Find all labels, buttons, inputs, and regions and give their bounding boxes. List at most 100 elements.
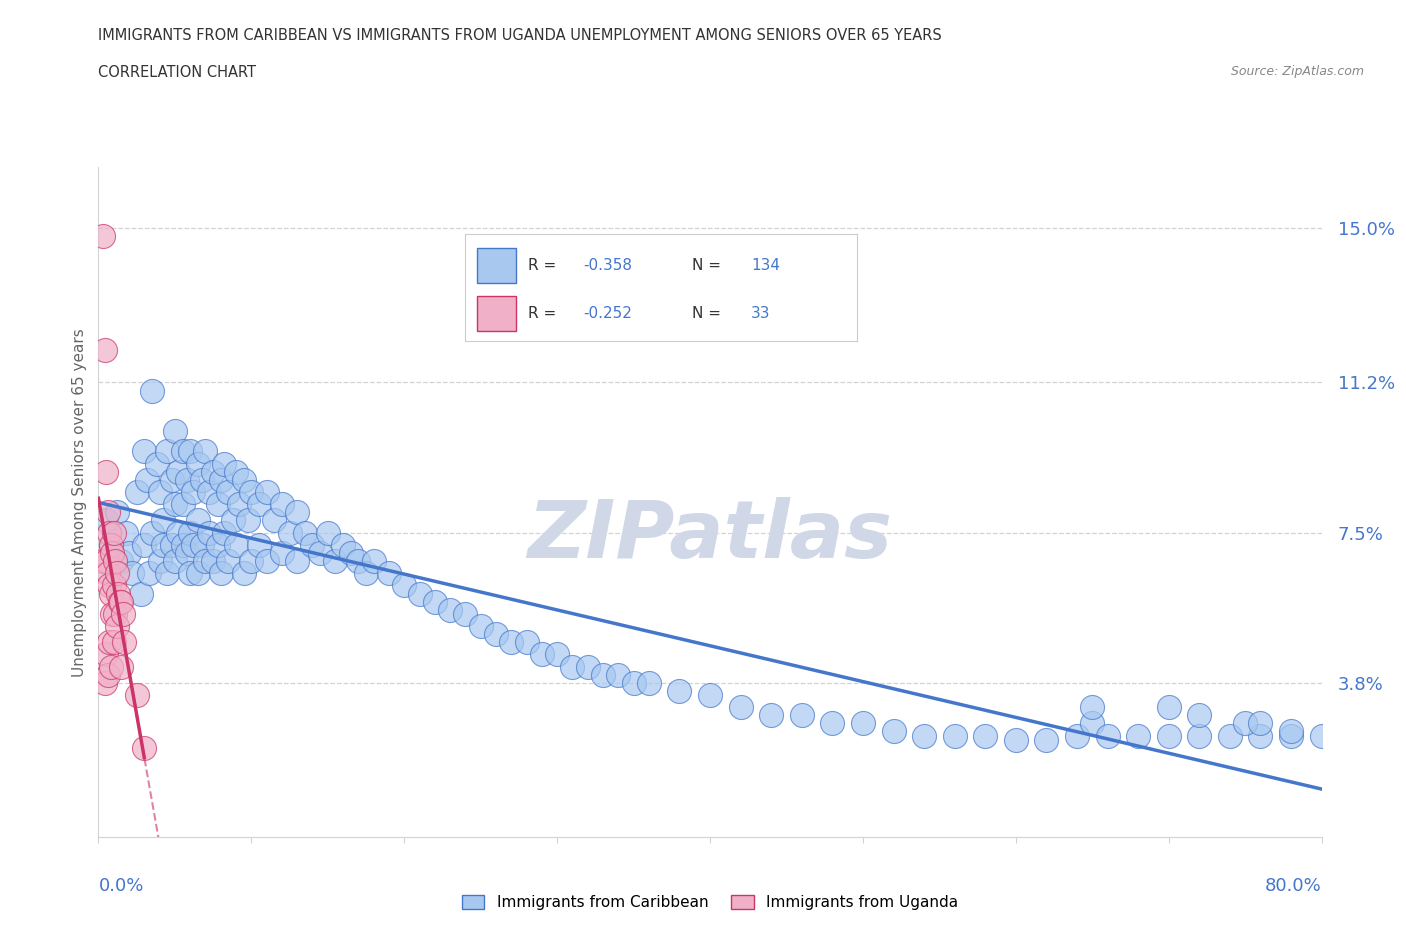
Point [149,485,172,499]
Point [530,647,553,662]
Point [160,538,183,552]
Point [141,383,163,398]
Point [1279,724,1302,739]
Point [699,687,721,702]
Point [125,485,148,499]
Point [103,578,125,592]
Point [285,505,308,520]
Point [94,464,117,479]
Point [172,444,194,458]
Point [270,546,292,561]
Point [232,472,254,487]
Point [91,553,114,568]
Point [181,485,204,499]
Point [97,505,120,520]
Point [821,716,844,731]
Point [191,472,214,487]
Point [110,659,132,674]
Point [105,505,128,520]
Point [179,444,201,458]
Point [1004,732,1026,747]
Point [149,553,172,568]
Point [309,546,332,561]
Point [668,684,690,698]
Point [408,586,430,601]
Point [179,525,201,540]
Point [607,667,630,682]
Text: 80.0%: 80.0% [1265,877,1322,896]
Point [202,464,225,479]
Point [1249,728,1271,743]
Point [240,553,263,568]
Point [93,342,115,357]
Point [163,497,186,512]
Point [112,635,135,650]
Point [943,728,966,743]
Point [209,472,232,487]
Point [1249,716,1271,731]
Point [1310,728,1333,743]
Point [561,659,583,674]
Point [247,538,270,552]
Point [194,553,217,568]
Point [623,675,645,690]
Point [94,513,117,528]
Point [263,513,285,528]
Point [759,708,782,723]
Point [141,525,163,540]
Point [108,594,131,609]
Point [212,457,235,472]
Point [103,635,125,650]
Point [181,538,204,552]
Point [1081,699,1104,714]
Point [516,635,538,650]
Point [167,464,190,479]
Point [179,565,201,580]
Point [209,565,232,580]
Point [100,586,122,601]
Point [347,553,370,568]
Point [103,525,125,540]
Point [392,578,416,592]
Point [1279,728,1302,743]
Point [363,553,385,568]
Point [100,538,122,552]
Point [163,553,186,568]
Text: Source: ZipAtlas.com: Source: ZipAtlas.com [1230,65,1364,78]
Point [138,565,160,580]
Point [191,538,214,552]
Text: 0.0%: 0.0% [98,877,143,896]
Point [104,606,127,621]
Point [91,229,114,244]
Point [111,606,134,621]
Point [136,472,159,487]
Point [423,594,446,609]
Point [240,485,263,499]
Point [974,728,997,743]
Point [339,546,361,561]
Point [1234,716,1257,731]
Point [145,457,167,472]
Point [1066,728,1088,743]
Y-axis label: Unemployment Among Seniors over 65 years: Unemployment Among Seniors over 65 years [72,328,87,677]
Point [160,472,183,487]
Point [332,538,354,552]
Point [316,525,339,540]
Point [852,716,875,731]
Point [187,513,209,528]
Point [256,553,278,568]
Point [1157,699,1180,714]
Point [110,553,132,568]
Point [172,497,194,512]
Point [121,565,143,580]
Point [97,565,120,580]
Point [1157,728,1180,743]
Point [378,565,401,580]
Point [197,485,219,499]
Point [270,497,292,512]
Point [105,565,128,580]
Point [354,565,377,580]
Point [454,606,477,621]
Point [134,538,156,552]
Point [228,497,250,512]
